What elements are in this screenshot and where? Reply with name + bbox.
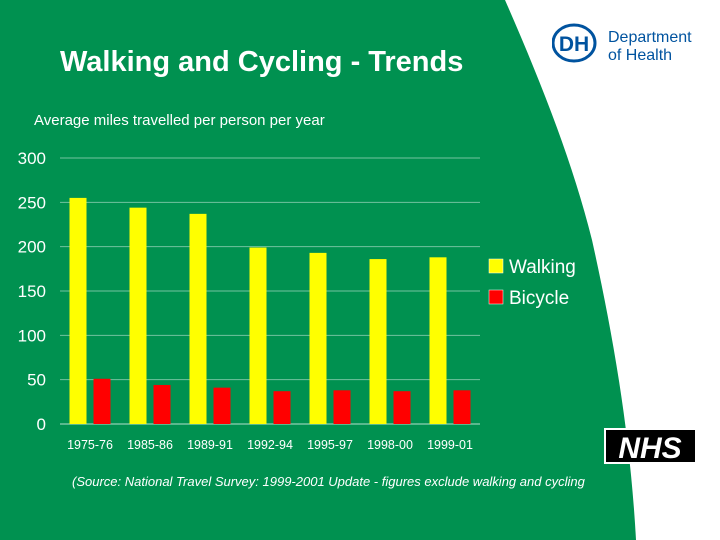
bar-chart: 0 50 100 150 200 250 300 1975-76 1985-86 1989-91 1… [18, 149, 576, 452]
bicycle-bar [273, 391, 291, 424]
nhs-logo: NHS [604, 428, 697, 464]
x-tick-label: 1985-86 [127, 438, 173, 452]
walking-bar [249, 247, 267, 424]
bicycle-bar [453, 390, 471, 424]
x-tick-label: 1975-76 [67, 438, 113, 452]
legend-swatch-bicycle [488, 289, 504, 305]
bicycle-bar [393, 391, 411, 424]
x-tick-label: 1998-00 [367, 438, 413, 452]
y-tick-label: 250 [18, 193, 46, 212]
department-of-health-logo: DH Department of Health [552, 23, 692, 64]
y-tick-label: 200 [18, 238, 46, 257]
x-tick-label: 1992-94 [247, 438, 293, 452]
y-tick-label: 100 [18, 326, 46, 345]
nhs-logo-text: NHS [618, 432, 681, 464]
dh-line2-text: of Health [608, 47, 672, 64]
bicycle-bar [333, 390, 351, 424]
bicycle-bar [213, 387, 231, 424]
walking-bar [189, 213, 207, 424]
source-note: (Source: National Travel Survey: 1999-20… [72, 474, 585, 489]
dh-line1-text: Department [608, 29, 692, 46]
y-tick-label: 150 [18, 282, 46, 301]
chart-subtitle: Average miles travelled per person per y… [34, 112, 325, 129]
legend-label-bicycle: Bicycle [509, 288, 569, 309]
y-tick-label: 50 [27, 371, 46, 390]
x-tick-label: 1995-97 [307, 438, 353, 452]
legend-swatch-walking [488, 258, 504, 274]
walking-bar [69, 197, 87, 424]
dh-mark-text: DH [559, 33, 589, 56]
y-tick-label: 0 [37, 415, 46, 434]
walking-bar [129, 207, 147, 424]
walking-bar [429, 257, 447, 424]
walking-bar [309, 252, 327, 424]
bicycle-bar [93, 378, 111, 424]
x-tick-label: 1999-01 [427, 438, 473, 452]
y-tick-label: 300 [18, 149, 46, 168]
legend-label-walking: Walking [509, 257, 576, 278]
bicycle-bar [153, 384, 171, 424]
slide-title: Walking and Cycling - Trends [60, 46, 464, 78]
x-tick-label: 1989-91 [187, 438, 233, 452]
walking-bar [369, 259, 387, 424]
